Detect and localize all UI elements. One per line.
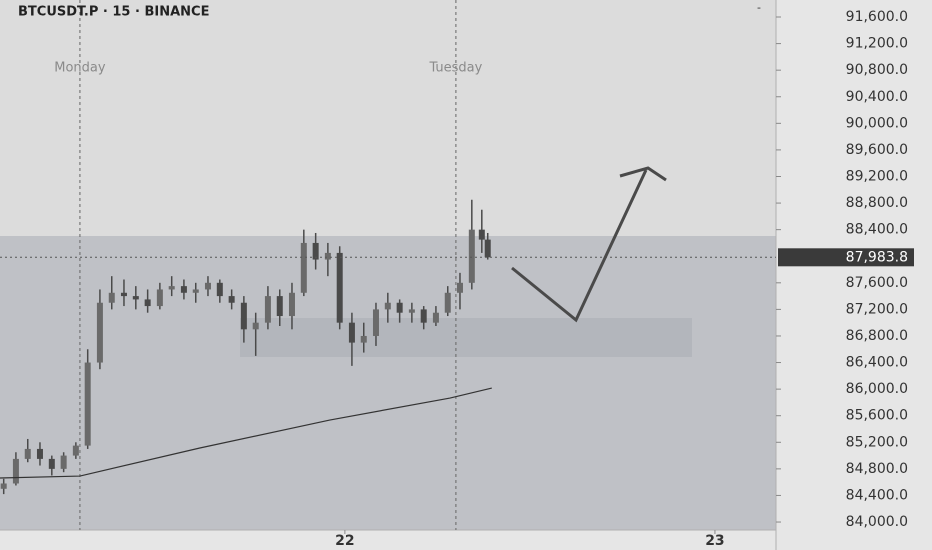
candle-body (264, 296, 271, 323)
candle-body (204, 282, 211, 290)
candle-body (180, 286, 187, 293)
y-tick-label: 91,600.0 (846, 9, 908, 25)
y-tick-label: 88,400.0 (846, 222, 908, 238)
candle-body (216, 282, 223, 297)
candle-body (84, 362, 91, 446)
support-box (240, 318, 692, 357)
candle-body (324, 252, 331, 260)
candle-body (360, 335, 367, 343)
y-tick-label: 85,600.0 (846, 408, 908, 424)
candle-body (48, 458, 55, 469)
projection-arrow (511, 169, 648, 323)
candle-body (300, 242, 307, 293)
y-tick-label: 86,400.0 (846, 355, 908, 371)
candle-body (156, 289, 163, 307)
symbol-title: BTCUSDT.P · 15 · BINANCE (18, 5, 209, 20)
y-tick-label: 89,600.0 (846, 142, 908, 158)
y-tick-label: 86,000.0 (846, 381, 908, 397)
candle-body (168, 286, 175, 290)
candle-body (312, 242, 319, 260)
y-tick-label: 86,800.0 (846, 328, 908, 344)
candle-body (36, 448, 43, 459)
candle-body (24, 448, 31, 459)
candle-body (408, 309, 415, 313)
candle-body (228, 296, 235, 303)
price-axis (776, 0, 932, 550)
moving-average (0, 387, 492, 479)
y-tick-label: 84,800.0 (846, 461, 908, 477)
candle-body (396, 302, 403, 313)
last-price-label: 87,983.8 (846, 249, 908, 265)
y-tick-label: 91,200.0 (846, 36, 908, 52)
candle-body (192, 289, 199, 293)
candle-body (240, 302, 247, 330)
candle-body (456, 282, 463, 293)
y-tick-label: 84,000.0 (846, 514, 908, 530)
candle-body (288, 292, 295, 317)
x-tick-label: 22 (335, 533, 354, 549)
y-tick-label: 88,800.0 (846, 195, 908, 211)
candle-body (120, 292, 127, 297)
candle-body (144, 299, 151, 307)
y-tick-label: 85,200.0 (846, 434, 908, 450)
y-tick-label: 87,600.0 (846, 275, 908, 291)
candle-body (468, 229, 475, 283)
y-tick-label: 87,200.0 (846, 301, 908, 317)
candle-body (132, 296, 139, 300)
y-tick-label: 89,200.0 (846, 168, 908, 184)
arrow-head (619, 166, 667, 182)
shaded-zone (0, 236, 776, 530)
menu-dash: - (757, 1, 761, 14)
last-price-box (778, 248, 914, 267)
candle-body (252, 322, 259, 330)
candle-body (478, 229, 485, 240)
candle-body (276, 296, 283, 317)
candle-body (60, 455, 67, 469)
candle-body (348, 322, 355, 343)
session-label: Monday (54, 61, 106, 76)
y-tick-label: 90,800.0 (846, 62, 908, 78)
y-tick-label: 84,400.0 (846, 487, 908, 503)
session-label: Tuesday (428, 61, 482, 76)
candle-body (484, 239, 491, 258)
time-axis (0, 530, 776, 550)
candle-body (96, 302, 103, 363)
y-tick-label: 90,000.0 (846, 115, 908, 131)
candle-body (0, 483, 7, 489)
candle-body (72, 445, 79, 456)
y-tick-label: 90,400.0 (846, 89, 908, 105)
candle-body (432, 312, 439, 323)
candle-body (420, 309, 427, 323)
candle-body (372, 309, 379, 336)
candle-body (12, 458, 19, 484)
candle-body (444, 292, 451, 313)
candle-body (384, 302, 391, 310)
candle-body (108, 292, 115, 303)
candle-body (336, 252, 343, 323)
marks (0, 0, 776, 530)
x-tick-label: 23 (705, 533, 724, 549)
